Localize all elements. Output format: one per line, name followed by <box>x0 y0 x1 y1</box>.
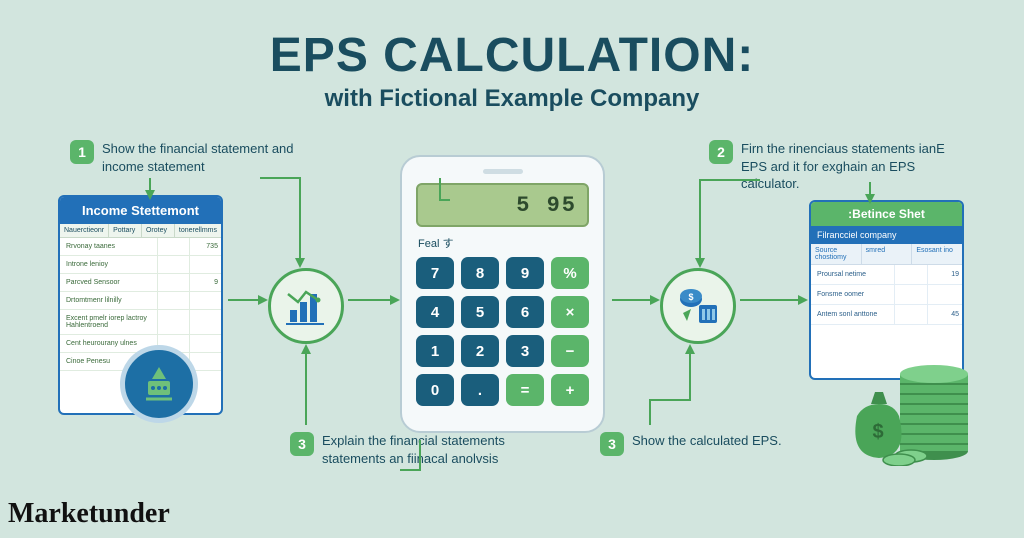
calculator-key[interactable]: 1 <box>416 335 454 367</box>
balance-col: smred <box>862 244 913 264</box>
step-2-badge: 2 <box>709 140 733 164</box>
calculator-notch <box>416 169 589 175</box>
money-stack-icon: $ <box>839 346 989 466</box>
step-3b-badge: 3 <box>600 432 624 456</box>
finance-icon: $ <box>660 268 736 344</box>
medal-icon <box>120 345 198 423</box>
calculator-key[interactable]: 8 <box>461 257 499 289</box>
attribution: Marketunder <box>8 498 170 530</box>
calculator-key[interactable]: 4 <box>416 296 454 328</box>
svg-text:$: $ <box>688 292 693 302</box>
income-header: Income Stettemont <box>60 197 221 224</box>
balance-header: :Betince Shet <box>811 202 962 226</box>
balance-row: Antem sonl anttone45 <box>811 305 962 325</box>
balance-columns: Source chostiomysmredEsosant ino <box>811 244 962 265</box>
calculator: 5 95 Feal す 789% 456× 123− 0.=+ <box>400 155 605 433</box>
step-3a-badge: 3 <box>290 432 314 456</box>
calculator-key[interactable]: 0 <box>416 374 454 406</box>
calculator-keys: 789% 456× 123− 0.=+ <box>416 257 589 406</box>
income-row: Rrvonay taanes735 <box>60 238 221 256</box>
step-2: 2 Firn the rinenciaus statements ianE EP… <box>709 140 959 193</box>
step-3a: 3 Explain the financial statements state… <box>290 432 520 467</box>
balance-row: Fonsme oomer <box>811 285 962 305</box>
title-sub: with Fictional Example Company <box>270 85 754 113</box>
income-col: tonerellmms <box>175 224 221 237</box>
calculator-key[interactable]: × <box>551 296 589 328</box>
step-2-text: Firn the rinenciaus statements ianE EPS … <box>741 140 959 193</box>
balance-row: Proursal netime19 <box>811 265 962 285</box>
income-col: Nauerctieonr <box>60 224 109 237</box>
calculator-key[interactable]: = <box>506 374 544 406</box>
calculator-key[interactable]: % <box>551 257 589 289</box>
title-main: EPS CALCULATION: <box>270 28 754 83</box>
income-row: Drtomtmenr lilnilly <box>60 292 221 310</box>
step-3a-text: Explain the financial statements stateme… <box>322 432 520 467</box>
step-1-badge: 1 <box>70 140 94 164</box>
title-block: EPS CALCULATION: with Fictional Example … <box>270 28 754 113</box>
income-columns: NauerctieonrPottaryOroteytonerellmms <box>60 224 221 238</box>
balance-col: Esosant ino <box>912 244 962 264</box>
calculator-key[interactable]: 6 <box>506 296 544 328</box>
calculator-key[interactable]: . <box>461 374 499 406</box>
calculator-key[interactable]: 2 <box>461 335 499 367</box>
balance-sub: Filrancciel company <box>811 226 962 244</box>
step-3b-text: Show the calculated EPS. <box>632 432 782 450</box>
balance-rows: Proursal netime19Fonsme oomerAntem sonl … <box>811 265 962 325</box>
step-3b: 3 Show the calculated EPS. <box>600 432 782 456</box>
balance-col: Source chostiomy <box>811 244 862 264</box>
income-row: Introne lenioy <box>60 256 221 274</box>
income-col: Pottary <box>109 224 142 237</box>
calculator-key[interactable]: 9 <box>506 257 544 289</box>
calculator-key[interactable]: − <box>551 335 589 367</box>
calculator-key[interactable]: 3 <box>506 335 544 367</box>
income-col: Orotey <box>142 224 175 237</box>
calculator-key[interactable]: 5 <box>461 296 499 328</box>
svg-text:$: $ <box>872 421 883 443</box>
calculator-label: Feal す <box>418 235 587 251</box>
calculator-key[interactable]: + <box>551 374 589 406</box>
calculator-screen: 5 95 <box>416 183 589 227</box>
bar-chart-icon <box>268 268 344 344</box>
calculator-key[interactable]: 7 <box>416 257 454 289</box>
step-1-text: Show the financial statement and income … <box>102 140 300 175</box>
income-row: Excent pmelr iorep lactroy Hahlentroend <box>60 310 221 335</box>
step-1: 1 Show the financial statement and incom… <box>70 140 300 175</box>
income-row: Parcved Sensoor9 <box>60 274 221 292</box>
